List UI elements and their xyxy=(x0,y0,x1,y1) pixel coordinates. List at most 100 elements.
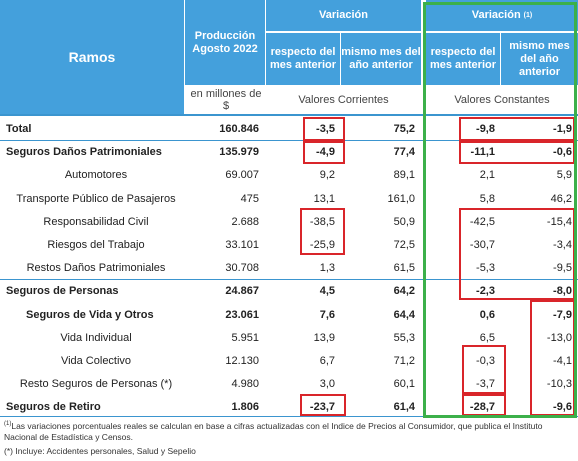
cell-value: 160.846 xyxy=(219,123,259,135)
cell-value: 7,6 xyxy=(319,308,335,321)
cell-value: 0,6 xyxy=(479,308,495,321)
rule xyxy=(0,279,578,280)
cell-value: 5,8 xyxy=(479,192,495,205)
cell-value: 69.007 xyxy=(225,169,259,182)
note-marker: (1) xyxy=(523,12,533,19)
header-mismo-mes: mismo mes del año anterior xyxy=(341,33,421,85)
footnote-text: Las variaciones porcentuales reales se c… xyxy=(4,420,543,442)
units: en millones de $ xyxy=(190,88,262,112)
cell-value: -25,9 xyxy=(309,239,335,251)
header-ramos: Ramos xyxy=(0,0,184,114)
highlight-box xyxy=(300,394,346,416)
row-label: Seguros Daños Patrimoniales xyxy=(6,146,162,159)
row-label: Vida Individual xyxy=(60,331,132,344)
cell-value: -8,0 xyxy=(553,285,572,298)
cell-value: -10,3 xyxy=(546,378,572,391)
cell-value: 23.061 xyxy=(225,308,259,321)
cell-value: 77,4 xyxy=(393,146,415,159)
cell-value: -13,0 xyxy=(546,331,572,344)
cell-value: 61,5 xyxy=(393,262,415,275)
cell-value: 12.130 xyxy=(225,355,259,367)
cell-value: 4,5 xyxy=(319,285,335,298)
cell-value: -9,6 xyxy=(553,401,572,414)
row-label: Resto Seguros de Personas (*) xyxy=(19,378,173,391)
row-label: Responsabilidad Civil xyxy=(43,215,149,228)
cell-value: -30,7 xyxy=(469,239,495,251)
cell-value: -9,5 xyxy=(553,262,572,275)
footnote: (1)Las variaciones porcentuales reales s… xyxy=(4,419,574,443)
cell-value: -11,1 xyxy=(470,146,495,159)
label-constantes: Valores Constantes xyxy=(454,94,550,106)
cell-value: -0,3 xyxy=(476,355,495,367)
cell-value: 475 xyxy=(240,192,259,205)
header-produccion: Producción Agosto 2022 xyxy=(185,0,265,85)
cell-value: -1,9 xyxy=(553,123,572,135)
cell-value: 13,1 xyxy=(313,192,335,205)
rule xyxy=(0,140,578,141)
header-respecto-real: respecto del mes anterior xyxy=(426,33,500,85)
highlight-box xyxy=(303,117,345,141)
cell-value: -23,7 xyxy=(309,401,335,414)
row-label: Restos Daños Patrimoniales xyxy=(26,262,166,275)
cell-value: 50,9 xyxy=(393,215,415,228)
cell-value: 1,3 xyxy=(319,262,335,275)
cell-value: 5,9 xyxy=(556,169,572,182)
label: Variación xyxy=(471,9,521,21)
cell-value: 64,2 xyxy=(393,285,415,298)
cell-value: 6,7 xyxy=(319,355,335,367)
row-label: Riesgos del Trabajo xyxy=(47,239,145,251)
cell-value: 6,5 xyxy=(479,331,495,344)
cell-value: -3,5 xyxy=(316,123,335,135)
row-label: Transporte Público de Pasajeros xyxy=(16,192,176,205)
header-variacion: Variación xyxy=(266,0,421,32)
cell-value: 60,1 xyxy=(393,378,415,391)
cell-value: 135.979 xyxy=(219,146,259,159)
highlight-box xyxy=(300,208,345,255)
cell-value: -15,4 xyxy=(546,215,572,228)
cell-value: -7,9 xyxy=(553,308,572,321)
rule xyxy=(0,416,578,417)
cell-value: 33.101 xyxy=(225,239,259,251)
cell-value: -3,7 xyxy=(476,378,495,391)
cell-value: 61,4 xyxy=(393,401,415,414)
header-mismo-mes-real: mismo mes del año anterior xyxy=(501,33,578,85)
cell-value: 9,2 xyxy=(319,169,335,182)
cell-value: 161,0 xyxy=(387,192,415,205)
cell-value: 55,3 xyxy=(393,331,415,344)
rule xyxy=(0,114,578,116)
cell-value: -3,4 xyxy=(553,239,572,251)
label-corrientes: Valores Corrientes xyxy=(298,94,389,106)
cell-value: 2,1 xyxy=(479,169,495,182)
cell-value: -0,6 xyxy=(553,146,572,159)
header-respecto: respecto del mes anterior xyxy=(266,33,340,85)
row-label: Seguros de Vida y Otros xyxy=(26,308,154,321)
cell-value: 13,9 xyxy=(313,331,335,344)
highlight-box xyxy=(303,141,345,164)
cell-value: 1.806 xyxy=(231,401,259,414)
cell-value: -42,5 xyxy=(469,215,495,228)
row-label: Seguros de Retiro xyxy=(6,401,101,414)
highlight-box xyxy=(462,345,506,394)
cell-value: 72,5 xyxy=(393,239,415,251)
cell-value: -4,1 xyxy=(553,355,572,367)
cell-value: -5,3 xyxy=(476,262,495,275)
header-variacion-real: Variación (1) xyxy=(426,0,578,32)
cell-value: -2,3 xyxy=(476,285,495,298)
cell-value: -38,5 xyxy=(309,215,335,228)
note-marker: (1) xyxy=(4,421,12,427)
row-label: Total xyxy=(6,123,32,135)
cell-value: 3,0 xyxy=(319,378,335,391)
cell-value: 30.708 xyxy=(225,262,259,275)
cell-value: -9,8 xyxy=(476,123,495,135)
cell-value: 71,2 xyxy=(393,355,415,367)
cell-value: -28,7 xyxy=(469,401,495,414)
footnote: (*) Incluye: Accidentes personales, Salu… xyxy=(4,446,196,456)
row-label: Automotores xyxy=(64,169,128,182)
highlight-frame xyxy=(423,2,577,418)
cell-value: -4,9 xyxy=(316,146,335,159)
cell-value: 89,1 xyxy=(393,169,415,182)
row-label: Seguros de Personas xyxy=(6,285,119,298)
cell-value: 4.980 xyxy=(231,378,259,391)
cell-value: 64,4 xyxy=(393,308,415,321)
